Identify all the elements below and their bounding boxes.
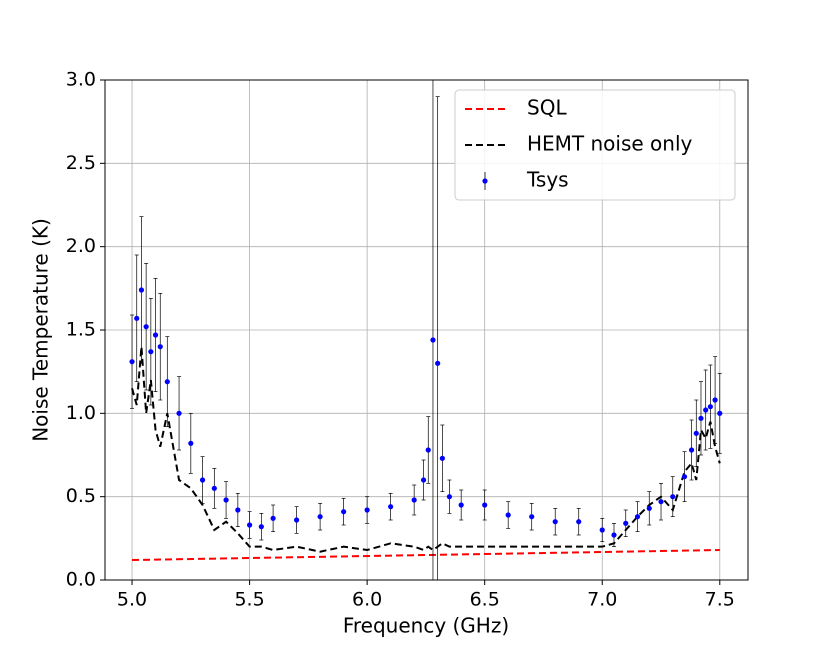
- point: [688, 447, 695, 453]
- point: [199, 477, 206, 483]
- point: [411, 497, 417, 503]
- point: [152, 332, 159, 338]
- x-tick-label: 6.5: [470, 589, 500, 611]
- plot-frame: [104, 79, 749, 581]
- point: [681, 474, 688, 480]
- point: [552, 519, 558, 525]
- x-axis-label: Frequency (GHz): [343, 614, 509, 638]
- y-tick-label: 0.0: [66, 569, 96, 591]
- point: [211, 485, 217, 491]
- point: [143, 324, 149, 330]
- point: [157, 344, 163, 350]
- point: [138, 287, 145, 293]
- x-tick-label: 7.0: [587, 589, 617, 611]
- x-tick-label: 5.5: [234, 589, 264, 611]
- point: [388, 504, 394, 510]
- point: [134, 315, 140, 321]
- point: [698, 415, 704, 421]
- point: [611, 532, 617, 538]
- point: [693, 430, 699, 436]
- legend-label: SQL: [527, 96, 567, 120]
- point: [129, 359, 135, 365]
- point: [707, 404, 713, 410]
- y-tick-label: 1.5: [66, 319, 96, 341]
- point: [258, 524, 264, 530]
- point: [176, 410, 182, 416]
- point: [529, 514, 535, 520]
- point: [364, 507, 370, 513]
- point: [223, 497, 229, 503]
- point: [430, 337, 436, 343]
- y-axis-label: Noise Temperature (K): [29, 218, 53, 442]
- point: [425, 447, 431, 453]
- point: [446, 494, 453, 500]
- point: [294, 517, 300, 523]
- y-tick-label: 3.0: [66, 69, 96, 91]
- point: [270, 515, 276, 521]
- point: [439, 455, 445, 461]
- line: [131, 346, 721, 553]
- x-tick-label: 6.0: [352, 589, 382, 611]
- point: [634, 514, 641, 520]
- point: [717, 410, 723, 416]
- point: [482, 502, 488, 508]
- point: [599, 527, 605, 533]
- point: [188, 440, 194, 446]
- point: [235, 507, 241, 513]
- point: [670, 494, 676, 500]
- point: [341, 509, 347, 515]
- point: [623, 520, 629, 526]
- legend-label: HEMT noise only: [527, 132, 693, 156]
- point: [703, 407, 709, 413]
- point: [646, 505, 652, 511]
- plot-area: [129, 80, 723, 580]
- point: [317, 514, 323, 520]
- point: [712, 397, 718, 403]
- x-tick-label: 7.5: [705, 589, 735, 611]
- point: [458, 502, 464, 508]
- legend-swatch: [482, 178, 488, 184]
- y-tick-label: 0.5: [66, 485, 96, 507]
- point: [246, 522, 253, 528]
- line: [132, 549, 720, 561]
- x-tick-label: 5.0: [117, 589, 147, 611]
- y-tick-label: 2.0: [66, 235, 96, 257]
- point: [148, 349, 154, 355]
- point: [164, 379, 170, 385]
- point: [576, 519, 582, 525]
- point: [420, 477, 427, 483]
- y-tick-label: 1.0: [66, 402, 96, 424]
- point: [505, 512, 511, 518]
- legend-label: Tsys: [526, 168, 569, 192]
- point: [435, 360, 441, 366]
- y-tick-label: 2.5: [66, 152, 96, 174]
- legend-box: [454, 89, 736, 201]
- point: [658, 499, 664, 505]
